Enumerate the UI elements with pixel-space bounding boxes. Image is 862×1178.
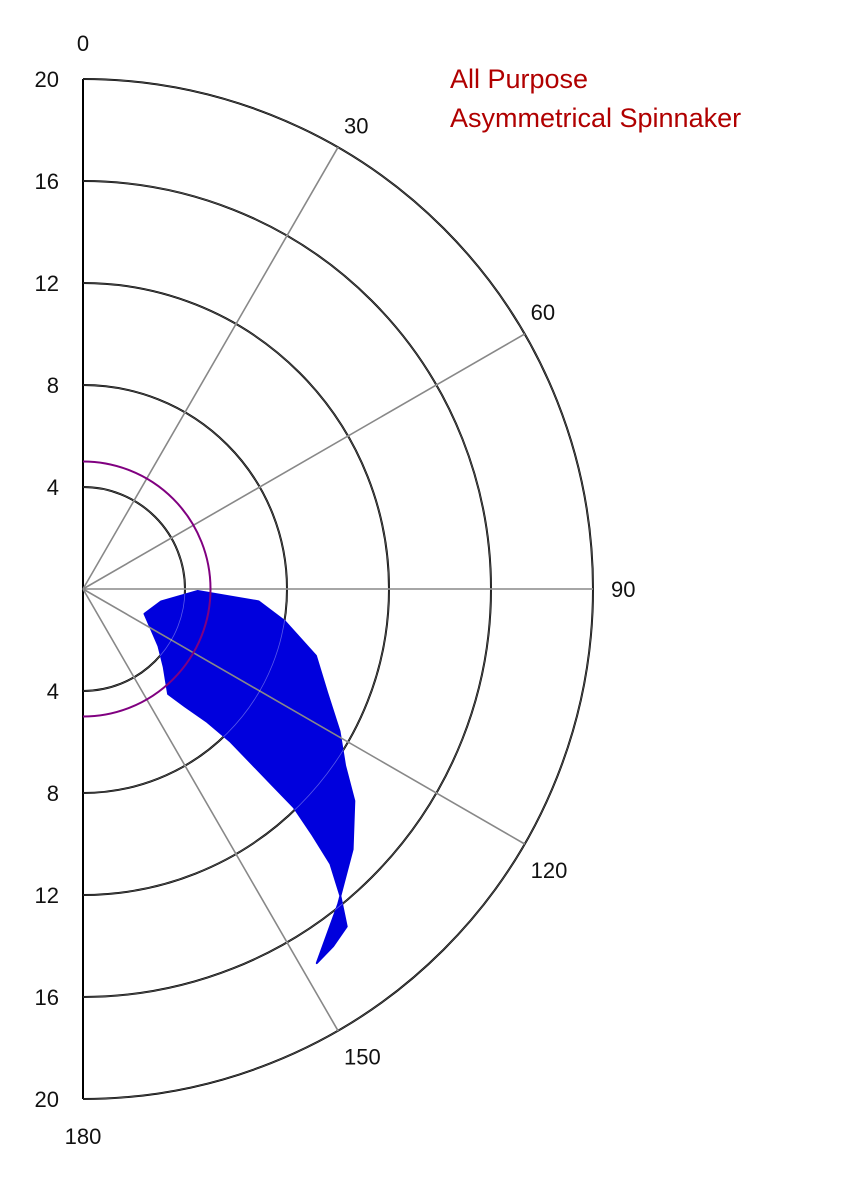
angle-tick-label: 30 — [344, 113, 368, 138]
radial-tick-label: 12 — [35, 271, 59, 296]
radial-tick-label: 12 — [35, 883, 59, 908]
spoke-120 — [82, 588, 526, 845]
radial-tick-label: 20 — [35, 67, 59, 92]
radial-tick-label: 20 — [35, 1087, 59, 1112]
chart-title-line-1: All Purpose — [450, 64, 588, 94]
spoke-60 — [82, 333, 526, 590]
grid-highlight-12 — [82, 282, 390, 896]
polar-series — [143, 590, 356, 965]
radial-tick-label: 8 — [47, 781, 59, 806]
angle-tick-label: 150 — [344, 1045, 381, 1070]
angle-tick-label: 60 — [531, 300, 555, 325]
tick-labels: 4 4 8 8 12 12 16 16 20 20 0 30 60 90 120 150 180 — [35, 31, 636, 1149]
radial-tick-label: 16 — [35, 985, 59, 1010]
grid-highlight-16 — [82, 180, 492, 998]
chart-title-line-2: Asymmetrical Spinnaker — [450, 103, 741, 133]
angle-tick-label: 180 — [65, 1124, 102, 1149]
radial-tick-label: 4 — [47, 475, 59, 500]
spoke-150 — [82, 588, 339, 1032]
angle-tick-label: 90 — [611, 577, 635, 602]
polar-overlay — [82, 78, 594, 1100]
radial-tick-label: 16 — [35, 169, 59, 194]
grid-highlight-20 — [82, 78, 594, 1100]
radial-tick-label: 4 — [47, 679, 59, 704]
grid-highlight-4 — [82, 486, 186, 692]
spoke-30 — [82, 146, 339, 590]
angle-tick-label: 120 — [531, 858, 568, 883]
grid-highlight-8 — [82, 384, 288, 794]
reference-circle — [82, 460, 212, 718]
series-0-area — [143, 590, 356, 965]
radial-tick-label: 8 — [47, 373, 59, 398]
angle-tick-label: 0 — [77, 31, 89, 56]
